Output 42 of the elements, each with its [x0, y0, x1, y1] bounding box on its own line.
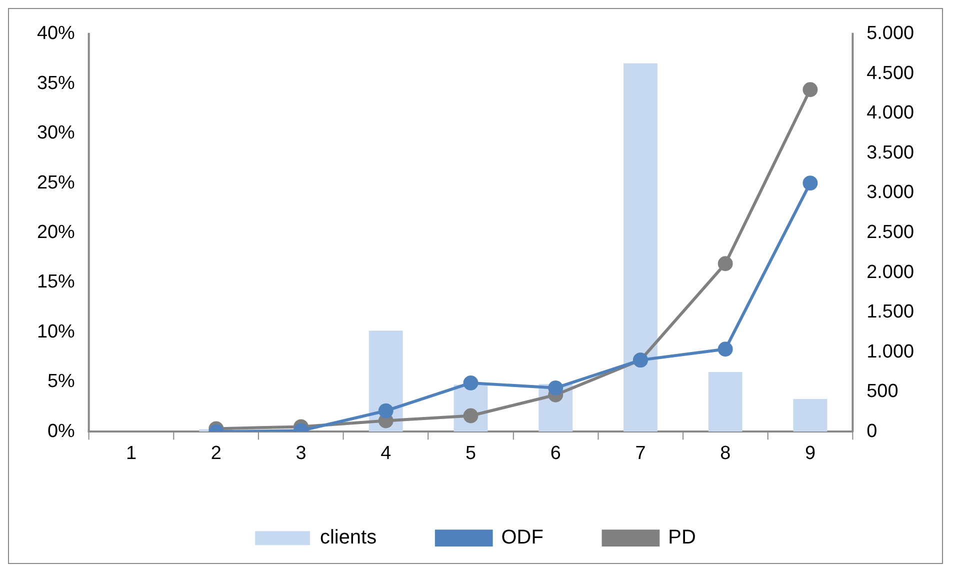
y2-tick-label: 3.500: [866, 142, 914, 164]
x-tick-label: 8: [720, 443, 731, 464]
y2-tick-label: 3.000: [866, 182, 914, 204]
x-tick-label: 4: [380, 443, 392, 464]
y-tick-label: 0%: [47, 420, 76, 442]
point: [718, 256, 733, 272]
y-tick-label: 35%: [36, 72, 76, 94]
y2-tick-label: 0: [866, 420, 878, 442]
x-tick-label: 6: [550, 443, 561, 464]
y2-tick-label: 500: [866, 381, 898, 402]
y2-tick-label: 1.500: [866, 302, 914, 323]
bar: [624, 63, 658, 432]
point: [718, 342, 733, 357]
y-tick-label: 10%: [36, 321, 76, 342]
y2-tick-label: 1.000: [866, 341, 914, 362]
x-tick-label: 1: [126, 443, 137, 464]
x-tick-label: 2: [210, 443, 222, 464]
bar: [708, 372, 742, 432]
bar: [793, 399, 828, 432]
y-tick-label: 30%: [36, 122, 76, 144]
y-tick-label: 20%: [36, 222, 76, 244]
y2-tick-label: 5.000: [866, 23, 914, 44]
legend-label: ODF: [501, 526, 544, 549]
y-tick-label: 40%: [36, 23, 76, 44]
y-tick-label: 15%: [36, 272, 76, 293]
point: [378, 403, 394, 418]
y-tick-label: 25%: [36, 172, 76, 194]
x-tick-label: 5: [465, 443, 476, 464]
point: [802, 82, 818, 98]
y-tick-label: 5%: [47, 371, 76, 392]
legend-label: clients: [320, 526, 377, 549]
point: [548, 380, 564, 396]
x-tick-label: 9: [804, 443, 816, 464]
point: [463, 375, 478, 390]
legend-label: PD: [668, 526, 696, 549]
y2-tick-label: 2.500: [866, 222, 914, 244]
x-tick-label: 7: [635, 443, 646, 464]
y2-tick-label: 4.000: [866, 102, 914, 124]
y2-tick-label: 4.500: [866, 62, 914, 84]
point: [802, 176, 818, 191]
x-tick-label: 3: [296, 443, 306, 464]
y2-tick-label: 2.000: [866, 262, 914, 283]
